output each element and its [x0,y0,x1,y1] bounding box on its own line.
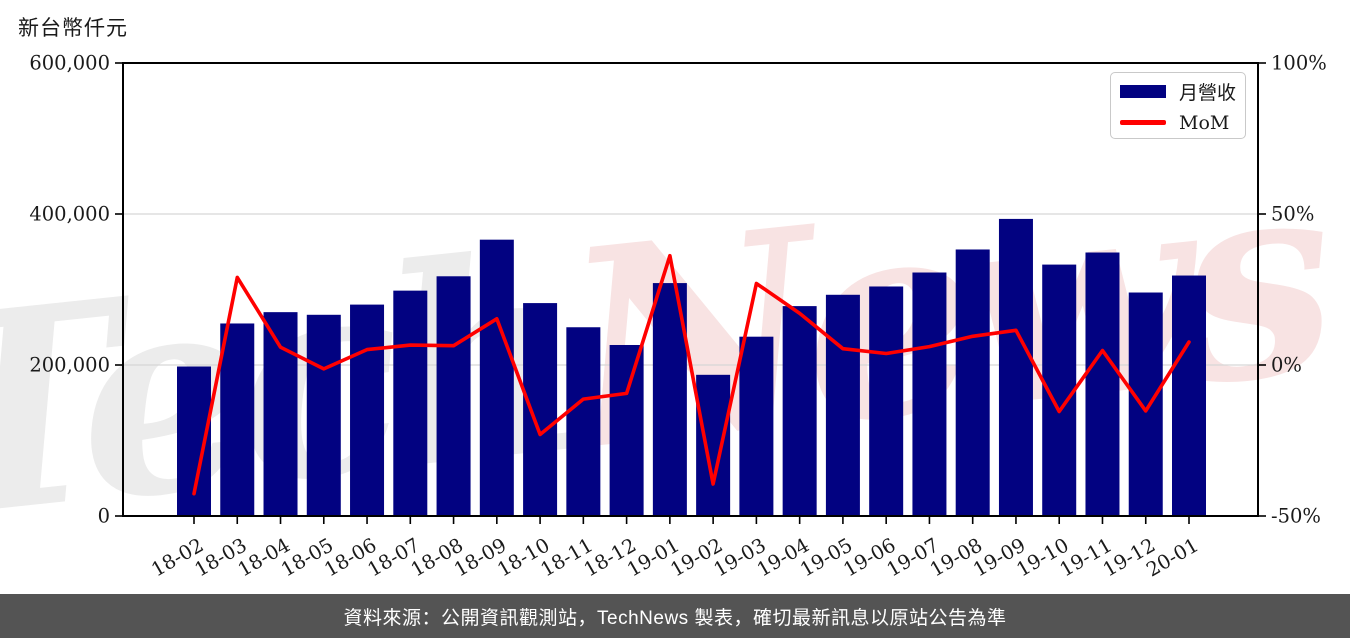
legend-row-revenue: 月營收 [1120,78,1237,105]
source-footer-text: 資料來源：公開資訊觀測站，TechNews 製表，確切最新訊息以原站公告為準 [343,607,1007,629]
revenue-bar-18-06 [350,304,385,516]
revenue-bar-18-03 [220,323,255,516]
revenue-chart-svg: TechNews0200,000400,000600,000-50%0%50%1… [0,52,1345,582]
left-axis-label: 600,000 [29,52,110,75]
mom-line-swatch [1120,120,1166,125]
revenue-bar-18-05 [306,314,341,516]
revenue-bar-19-06 [869,286,904,516]
revenue-bar-19-03 [739,336,774,516]
chart-legend: 月營收 MoM [1110,72,1246,139]
revenue-bar-18-04 [263,312,298,516]
revenue-chart: 新台幣仟元 TechNews0200,000400,000600,000-50%… [0,16,1345,582]
revenue-bar-18-09 [479,239,514,517]
right-axis-label: 50% [1271,203,1314,226]
revenue-bar-19-08 [955,249,990,517]
left-axis-label: 0 [98,505,110,528]
revenue-bar-19-04 [782,306,817,516]
revenue-bar-18-12 [609,344,644,516]
mom-line [192,253,1191,496]
revenue-bar-18-11 [566,327,601,516]
revenue-bar-19-12 [1128,292,1163,516]
legend-label-mom: MoM [1179,111,1230,134]
left-axis-label: 200,000 [29,354,110,377]
revenue-bar-swatch [1120,84,1166,98]
legend-label-revenue: 月營收 [1179,81,1237,104]
source-footer: 資料來源：公開資訊觀測站，TechNews 製表，確切最新訊息以原站公告為準 [0,594,1350,638]
revenue-bar-18-10 [523,303,558,516]
left-axis-unit-label: 新台幣仟元 [18,16,128,40]
revenue-bar-19-02 [696,374,731,516]
legend-row-mom: MoM [1120,112,1235,134]
right-axis-label: -50% [1271,505,1321,528]
revenue-bar-18-08 [436,276,471,516]
revenue-bar-20-01 [1172,275,1206,516]
revenue-bar-19-05 [825,294,860,516]
plot-border [122,62,1259,517]
right-axis-label: 0% [1271,354,1302,377]
revenue-bar-19-11 [1085,252,1120,516]
revenue-bar-18-07 [393,290,428,516]
left-axis-label: 400,000 [29,203,110,226]
revenue-bar-19-07 [912,272,947,516]
right-axis-label: 100% [1271,52,1327,75]
revenue-bar-19-09 [998,218,1033,516]
